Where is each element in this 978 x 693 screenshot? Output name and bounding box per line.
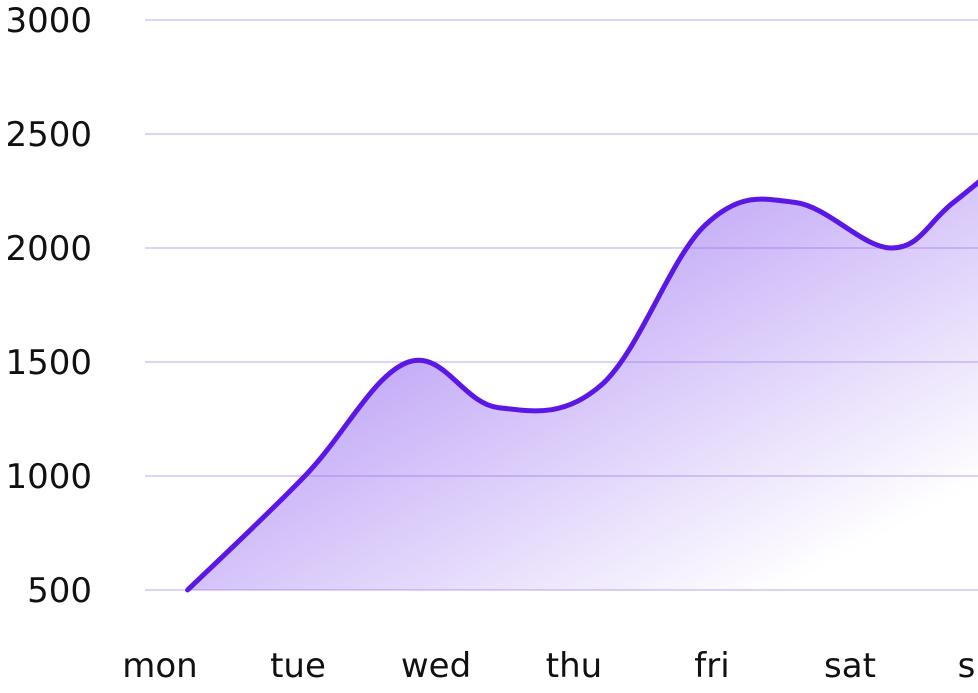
x-tick-label-sun: sun: [958, 646, 978, 686]
x-tick-label-sat: sat: [824, 646, 876, 686]
series-line: [185, 179, 978, 593]
y-tick-label: 1500: [5, 343, 92, 383]
x-tick-label-wed: wed: [401, 646, 471, 686]
y-tick-label: 2500: [5, 115, 92, 155]
y-axis-ticks: 3000 2500 2000 1500 1000 500: [5, 1, 92, 611]
y-tick-label: 2000: [5, 229, 92, 269]
x-tick-label-thu: thu: [546, 646, 602, 686]
y-tick-label: 1000: [5, 457, 92, 497]
x-axis-ticks: mon tue wed thu fri sat sun: [122, 646, 978, 686]
x-tick-label-fri: fri: [694, 646, 729, 686]
y-tick-label: 500: [27, 571, 92, 611]
x-tick-label-mon: mon: [122, 646, 197, 686]
y-tick-label: 3000: [5, 1, 92, 41]
x-tick-label-tue: tue: [270, 646, 326, 686]
series-area-fill: [187, 182, 978, 590]
